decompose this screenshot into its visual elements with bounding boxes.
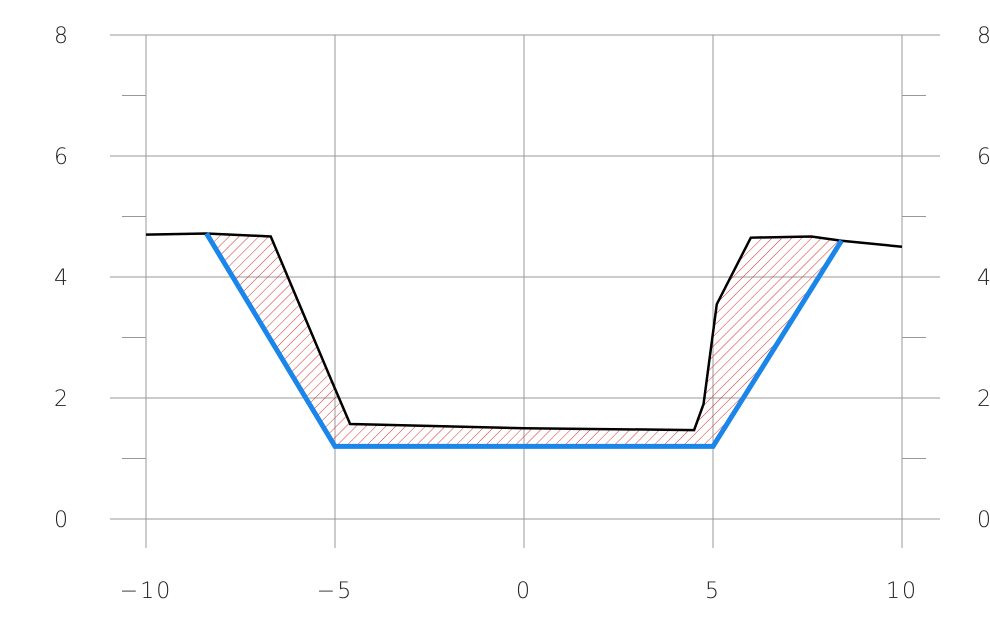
ground-profile-line bbox=[145, 232, 903, 432]
y-tick-label: 0 bbox=[54, 508, 70, 533]
tick-labels: 0 2 4 6 8 0 2 4 6 8 −10 −5 0 5 10 bbox=[54, 24, 990, 604]
y-tick-label: 6 bbox=[54, 145, 70, 170]
right-y-tick-label: 2 bbox=[977, 387, 990, 412]
x-tick-label: 0 bbox=[516, 579, 532, 604]
cut-fill-area bbox=[206, 233, 842, 447]
right-y-tick-label: 4 bbox=[977, 266, 990, 291]
y-tick-label: 8 bbox=[54, 24, 70, 49]
y-tick-label: 4 bbox=[54, 266, 70, 291]
x-tick-label: 5 bbox=[705, 579, 721, 604]
hatched-cut-region bbox=[206, 233, 842, 447]
right-y-tick-label: 0 bbox=[977, 508, 990, 533]
series-lines bbox=[145, 232, 903, 449]
design-profile-line bbox=[204, 232, 844, 449]
x-tick-label: −5 bbox=[317, 579, 353, 604]
right-y-tick-label: 8 bbox=[977, 24, 990, 49]
right-y-tick-label: 6 bbox=[977, 145, 990, 170]
x-tick-label: 10 bbox=[886, 579, 918, 604]
grid bbox=[110, 34, 940, 548]
x-tick-label: −10 bbox=[120, 579, 172, 604]
y-tick-label: 2 bbox=[54, 387, 70, 412]
